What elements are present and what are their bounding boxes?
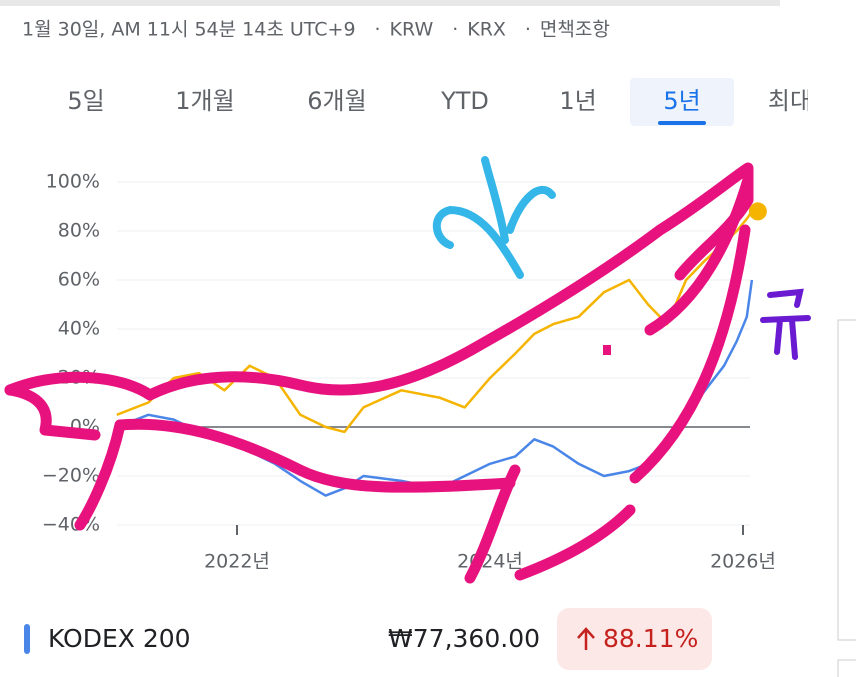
change-badge [557, 608, 712, 670]
text-doodle [760, 288, 811, 360]
header-text: KRW [390, 19, 434, 41]
y-tick-label: 40% [58, 318, 100, 340]
y-tick-label: 60% [58, 269, 100, 291]
side-panel [837, 319, 856, 641]
range-tab[interactable]: 5일 [67, 87, 104, 115]
legend-label: KODEX 200 [48, 624, 191, 653]
header-text: KRX [467, 19, 506, 41]
tab-underline [658, 121, 706, 125]
header-text: 면책조항 [540, 19, 610, 41]
range-tab[interactable]: 5년 [663, 87, 700, 115]
side-panel [837, 659, 856, 677]
tab-highlight [630, 78, 734, 126]
separator: · [375, 19, 381, 41]
up-arrow [577, 627, 595, 650]
whale-doodle [4, 162, 754, 584]
change-percent: 88.11% [603, 624, 698, 653]
fountain-doodle [432, 156, 556, 279]
y-tick-label: −20% [42, 465, 100, 487]
range-tab[interactable]: YTD [440, 87, 489, 115]
y-tick-label: 80% [58, 220, 100, 242]
x-tick-label: 2022년 [204, 551, 270, 573]
separator: · [452, 19, 458, 41]
range-tab[interactable]: 1년 [559, 87, 596, 115]
end-point [748, 202, 767, 221]
x-tick-label: 2024년 [457, 551, 523, 573]
x-tick-label: 2026년 [710, 551, 776, 573]
separator: · [525, 19, 531, 41]
header-text: 1월 30일, AM 11시 54분 14초 UTC+9 [22, 19, 356, 41]
price: ₩77,360.00 [388, 624, 540, 653]
range-tab[interactable]: 최대 [768, 87, 812, 115]
range-tab[interactable]: 1개월 [175, 87, 234, 115]
legend-swatch [24, 624, 30, 654]
top-shadow [0, 0, 780, 6]
y-tick-label: 100% [46, 171, 100, 193]
range-tab[interactable]: 6개월 [307, 87, 366, 115]
